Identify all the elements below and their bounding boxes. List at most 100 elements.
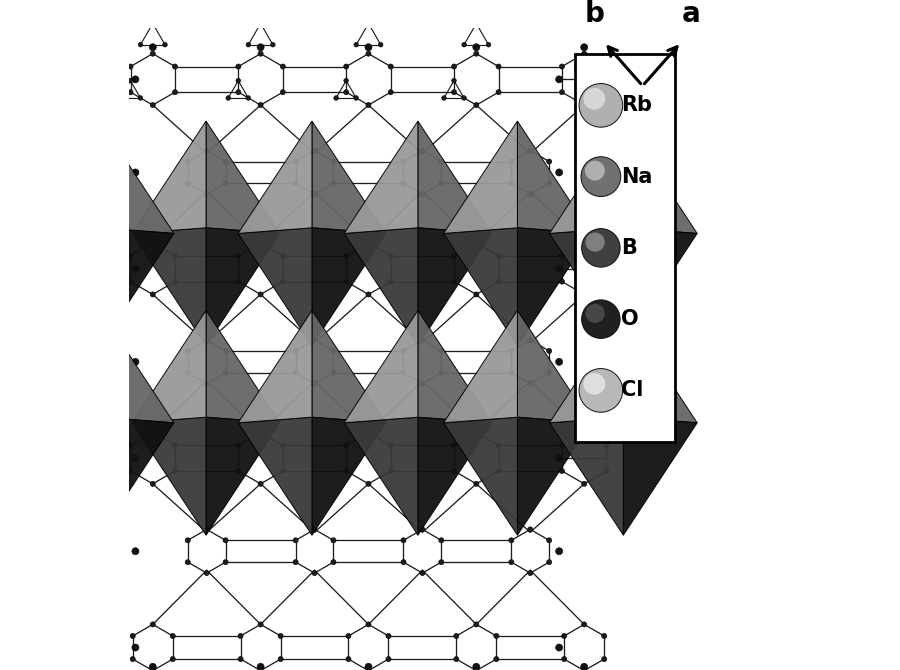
Circle shape — [527, 527, 533, 532]
Polygon shape — [312, 228, 386, 346]
Circle shape — [486, 42, 491, 47]
Circle shape — [508, 348, 514, 354]
Circle shape — [581, 430, 587, 435]
Circle shape — [149, 44, 157, 51]
Circle shape — [527, 338, 533, 342]
Circle shape — [236, 468, 241, 474]
Polygon shape — [238, 310, 312, 423]
Polygon shape — [550, 121, 624, 233]
Circle shape — [452, 78, 456, 83]
Polygon shape — [26, 417, 100, 535]
Polygon shape — [132, 121, 206, 233]
Circle shape — [419, 192, 425, 197]
Polygon shape — [418, 417, 491, 535]
Circle shape — [354, 42, 358, 47]
Circle shape — [238, 633, 243, 639]
Circle shape — [331, 559, 336, 565]
Circle shape — [581, 292, 587, 297]
Circle shape — [386, 657, 391, 662]
Circle shape — [400, 538, 406, 543]
Circle shape — [546, 559, 552, 565]
Circle shape — [173, 468, 177, 474]
Circle shape — [508, 371, 514, 375]
Circle shape — [312, 192, 317, 197]
Circle shape — [400, 159, 406, 164]
Polygon shape — [26, 310, 100, 423]
Circle shape — [257, 663, 264, 670]
Circle shape — [473, 292, 479, 297]
Circle shape — [452, 64, 456, 69]
Circle shape — [173, 443, 177, 448]
Circle shape — [236, 279, 241, 284]
Circle shape — [562, 657, 567, 662]
Circle shape — [223, 159, 229, 164]
Circle shape — [258, 481, 263, 486]
Circle shape — [419, 148, 425, 153]
Circle shape — [312, 570, 317, 576]
Circle shape — [280, 279, 285, 284]
Circle shape — [236, 90, 241, 94]
Circle shape — [366, 668, 371, 670]
Circle shape — [128, 279, 133, 284]
Polygon shape — [26, 121, 100, 233]
Circle shape — [462, 96, 466, 100]
Circle shape — [562, 633, 567, 639]
Circle shape — [150, 622, 156, 627]
Circle shape — [496, 468, 501, 474]
Circle shape — [293, 159, 298, 164]
Circle shape — [581, 157, 621, 196]
Polygon shape — [312, 310, 386, 423]
Circle shape — [354, 96, 358, 100]
Circle shape — [334, 96, 338, 100]
Circle shape — [388, 64, 393, 69]
Circle shape — [204, 148, 210, 153]
Circle shape — [473, 51, 479, 56]
Circle shape — [280, 90, 285, 94]
Circle shape — [555, 76, 562, 83]
Circle shape — [130, 657, 135, 662]
Circle shape — [344, 468, 349, 474]
Circle shape — [132, 169, 139, 176]
Circle shape — [388, 90, 393, 94]
Text: Rb: Rb — [621, 95, 652, 115]
Polygon shape — [344, 417, 418, 535]
Circle shape — [312, 338, 317, 342]
Circle shape — [438, 559, 444, 565]
Circle shape — [128, 468, 133, 474]
Circle shape — [128, 78, 132, 83]
Circle shape — [601, 633, 607, 639]
Circle shape — [204, 192, 210, 197]
Circle shape — [474, 21, 479, 26]
Circle shape — [388, 253, 393, 259]
Polygon shape — [132, 310, 206, 423]
Circle shape — [278, 633, 284, 639]
FancyBboxPatch shape — [575, 54, 675, 442]
Text: O: O — [621, 309, 639, 329]
Circle shape — [150, 21, 155, 26]
Circle shape — [236, 443, 241, 448]
Circle shape — [400, 181, 406, 186]
Circle shape — [246, 96, 250, 100]
Circle shape — [546, 348, 552, 354]
Polygon shape — [344, 121, 418, 233]
Circle shape — [579, 369, 623, 412]
Circle shape — [604, 468, 609, 474]
Circle shape — [386, 633, 391, 639]
Polygon shape — [518, 417, 591, 535]
Circle shape — [138, 96, 143, 100]
Circle shape — [344, 90, 349, 94]
Circle shape — [223, 181, 229, 186]
Polygon shape — [518, 310, 591, 423]
Circle shape — [293, 559, 298, 565]
Circle shape — [400, 559, 406, 565]
Circle shape — [280, 468, 285, 474]
Circle shape — [494, 633, 499, 639]
Circle shape — [472, 44, 480, 51]
Circle shape — [452, 279, 456, 284]
Circle shape — [581, 103, 587, 108]
Circle shape — [473, 622, 479, 627]
Circle shape — [388, 443, 393, 448]
Circle shape — [581, 241, 587, 246]
Circle shape — [366, 241, 371, 246]
Circle shape — [546, 371, 552, 375]
